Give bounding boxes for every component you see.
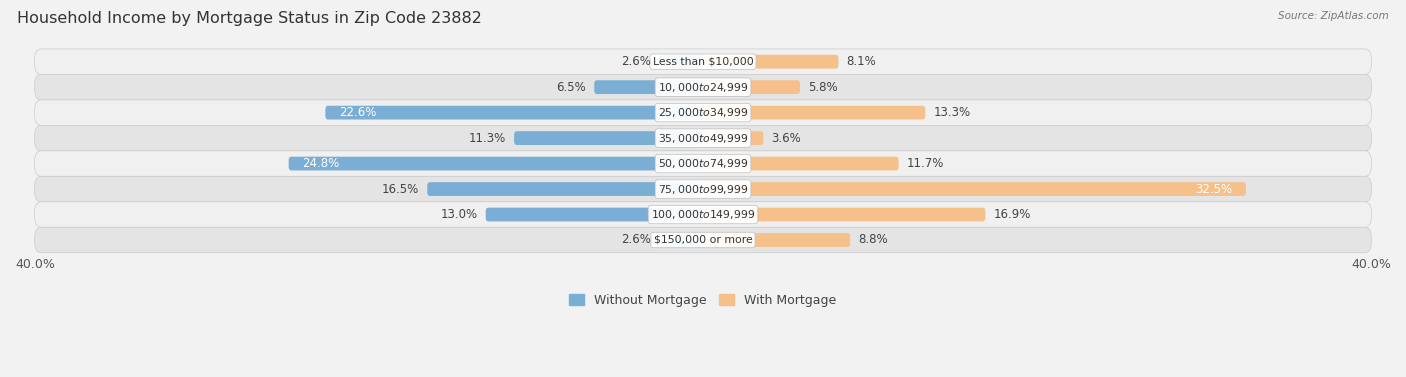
FancyBboxPatch shape xyxy=(659,233,703,247)
Text: 16.5%: 16.5% xyxy=(382,182,419,196)
FancyBboxPatch shape xyxy=(35,49,1371,74)
FancyBboxPatch shape xyxy=(35,227,1371,253)
Text: 13.0%: 13.0% xyxy=(440,208,478,221)
FancyBboxPatch shape xyxy=(515,131,703,145)
Text: 13.3%: 13.3% xyxy=(934,106,970,119)
Text: 22.6%: 22.6% xyxy=(339,106,377,119)
Text: Source: ZipAtlas.com: Source: ZipAtlas.com xyxy=(1278,11,1389,21)
Text: 3.6%: 3.6% xyxy=(772,132,801,145)
FancyBboxPatch shape xyxy=(703,55,838,69)
Text: 32.5%: 32.5% xyxy=(1195,182,1233,196)
FancyBboxPatch shape xyxy=(703,208,986,221)
Legend: Without Mortgage, With Mortgage: Without Mortgage, With Mortgage xyxy=(564,289,842,312)
Text: Less than $10,000: Less than $10,000 xyxy=(652,57,754,67)
Text: 6.5%: 6.5% xyxy=(557,81,586,93)
Text: $150,000 or more: $150,000 or more xyxy=(654,235,752,245)
Text: $75,000 to $99,999: $75,000 to $99,999 xyxy=(658,182,748,196)
FancyBboxPatch shape xyxy=(35,202,1371,227)
Text: 11.3%: 11.3% xyxy=(468,132,506,145)
FancyBboxPatch shape xyxy=(35,176,1371,202)
Text: $100,000 to $149,999: $100,000 to $149,999 xyxy=(651,208,755,221)
FancyBboxPatch shape xyxy=(427,182,703,196)
FancyBboxPatch shape xyxy=(288,157,703,170)
FancyBboxPatch shape xyxy=(703,131,763,145)
FancyBboxPatch shape xyxy=(659,55,703,69)
Text: $10,000 to $24,999: $10,000 to $24,999 xyxy=(658,81,748,93)
FancyBboxPatch shape xyxy=(35,100,1371,126)
Text: 5.8%: 5.8% xyxy=(808,81,838,93)
FancyBboxPatch shape xyxy=(35,126,1371,151)
FancyBboxPatch shape xyxy=(703,157,898,170)
FancyBboxPatch shape xyxy=(325,106,703,120)
FancyBboxPatch shape xyxy=(703,182,1246,196)
FancyBboxPatch shape xyxy=(703,106,925,120)
FancyBboxPatch shape xyxy=(595,80,703,94)
FancyBboxPatch shape xyxy=(703,233,851,247)
Text: 16.9%: 16.9% xyxy=(994,208,1031,221)
Text: 8.8%: 8.8% xyxy=(858,233,889,247)
Text: 2.6%: 2.6% xyxy=(621,233,651,247)
Text: $50,000 to $74,999: $50,000 to $74,999 xyxy=(658,157,748,170)
FancyBboxPatch shape xyxy=(703,80,800,94)
Text: 24.8%: 24.8% xyxy=(302,157,339,170)
Text: 2.6%: 2.6% xyxy=(621,55,651,68)
Text: Household Income by Mortgage Status in Zip Code 23882: Household Income by Mortgage Status in Z… xyxy=(17,11,482,26)
FancyBboxPatch shape xyxy=(485,208,703,221)
FancyBboxPatch shape xyxy=(35,74,1371,100)
Text: 8.1%: 8.1% xyxy=(846,55,876,68)
Text: $25,000 to $34,999: $25,000 to $34,999 xyxy=(658,106,748,119)
Text: $35,000 to $49,999: $35,000 to $49,999 xyxy=(658,132,748,145)
Text: 11.7%: 11.7% xyxy=(907,157,945,170)
FancyBboxPatch shape xyxy=(35,151,1371,176)
